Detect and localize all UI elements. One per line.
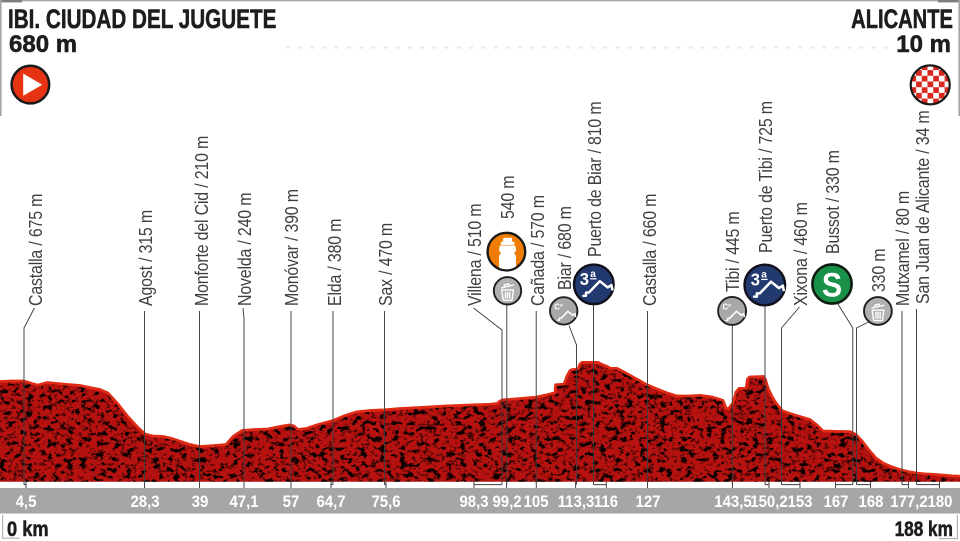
- svg-text:Cº: Cº: [554, 303, 563, 312]
- svg-text:a: a: [761, 270, 767, 281]
- svg-text:a: a: [590, 269, 596, 280]
- svg-text:S: S: [822, 266, 842, 304]
- svg-text:Cº: Cº: [723, 303, 732, 312]
- svg-text:3: 3: [751, 269, 760, 290]
- svg-text:3: 3: [580, 268, 589, 289]
